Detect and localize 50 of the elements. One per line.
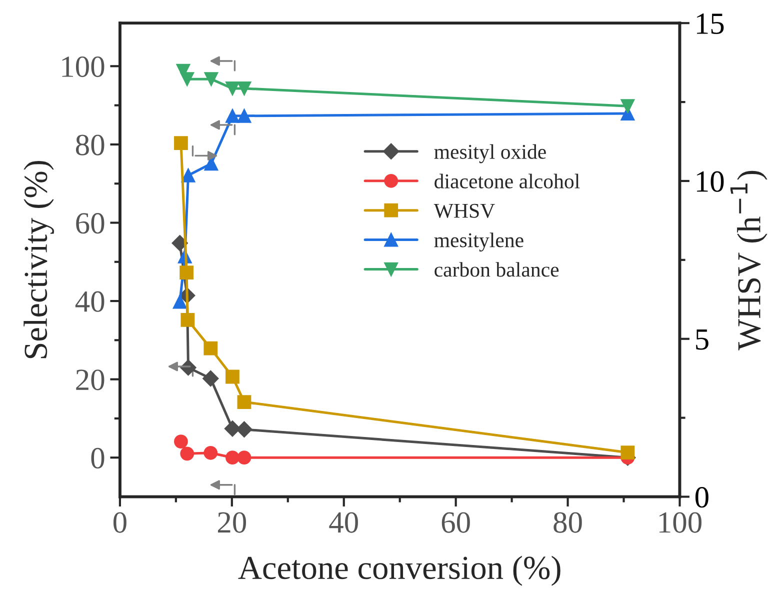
point [226, 82, 240, 96]
y2-tick-label: 0 [695, 487, 708, 508]
x-axis-title: Acetone conversion (%) [238, 556, 560, 586]
legend-label: mesityl oxide [434, 144, 546, 164]
point [236, 421, 252, 438]
x-tick-label: 60 [442, 512, 470, 533]
y2-axis-title: WHSV (h$^{−1}$) [730, 170, 768, 350]
y2-tick-label: 10 [697, 171, 724, 192]
point [226, 370, 240, 384]
point [181, 168, 196, 182]
y2-tick-label: 15 [697, 14, 724, 34]
y-tick-label: 40 [75, 291, 104, 312]
point [204, 72, 218, 86]
y2-tick-label: 5 [696, 329, 708, 350]
point [237, 82, 252, 96]
legend-label: mesitylene [434, 232, 524, 252]
point [224, 420, 241, 437]
point [237, 108, 252, 123]
point [202, 370, 219, 387]
point [172, 294, 187, 309]
y-tick-label: 80 [76, 134, 104, 156]
y-tick-label: 0 [91, 448, 104, 468]
point [172, 235, 188, 252]
legend-label: WHSV [434, 204, 495, 218]
y-axis-title: Selectivity (%) [24, 160, 54, 358]
point [226, 450, 240, 465]
point [174, 434, 188, 448]
point [180, 266, 194, 280]
point [180, 446, 194, 461]
point [237, 395, 252, 409]
x-tick-label: 80 [554, 512, 582, 533]
x-tick-label: 0 [113, 512, 126, 533]
x-tick-label: 40 [329, 512, 358, 533]
legend-label: carbon balance [434, 262, 559, 277]
point [204, 156, 218, 171]
point [204, 341, 218, 356]
point [180, 72, 194, 86]
x-tick-label: 100 [660, 512, 702, 533]
point [204, 446, 218, 460]
point [237, 450, 252, 465]
point [620, 446, 635, 460]
y-tick-label: 60 [76, 213, 104, 234]
point [180, 312, 195, 327]
point [226, 108, 240, 123]
point [174, 136, 188, 150]
y-tick-label: 20 [76, 370, 104, 390]
legend-label: diacetone alcohol [434, 174, 580, 188]
x-tick-label: 20 [218, 512, 246, 533]
point [620, 99, 635, 114]
y-tick-label: 100 [62, 56, 104, 78]
